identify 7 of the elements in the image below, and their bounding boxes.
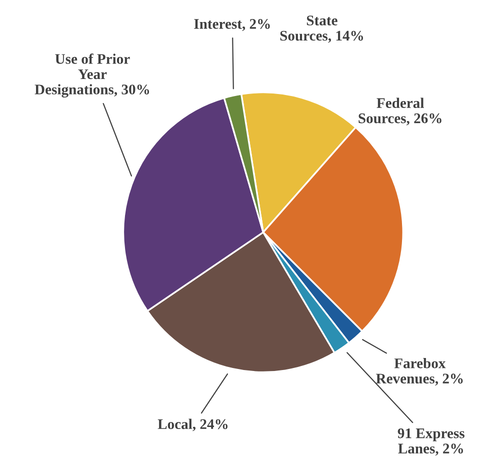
slice-label: 91 Express Lanes, 2% xyxy=(398,428,464,456)
slice-label: Federal Sources, 26% xyxy=(358,98,442,126)
slice-label: Interest, 2% xyxy=(194,19,270,31)
slice-label: Local, 24% xyxy=(158,418,228,432)
slice-label: Use of Prior Year Designations, 30% xyxy=(34,54,150,98)
slice-label: State Sources, 14% xyxy=(280,16,364,43)
slice-label: Farebox Revenues, 2% xyxy=(376,358,463,386)
